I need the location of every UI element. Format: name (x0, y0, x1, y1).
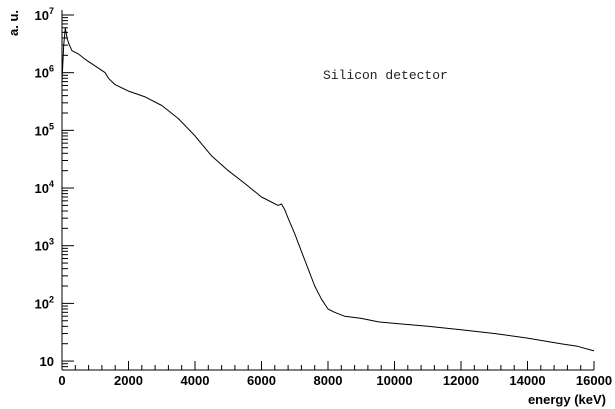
y-tick-label: 104 (35, 179, 54, 196)
y-tick-label: 103 (35, 237, 54, 254)
y-tick-label: 105 (35, 121, 54, 138)
y-tick-label: 10 (40, 354, 54, 369)
x-tick-label: 0 (58, 373, 65, 388)
y-tick-label: 102 (35, 294, 54, 311)
x-tick-label: 16000 (576, 373, 612, 388)
series-layer (61, 27, 595, 352)
x-tick-label: 2000 (114, 373, 143, 388)
x-tick-label: 10000 (376, 373, 412, 388)
x-tick-label: 6000 (247, 373, 276, 388)
x-tick-label: 4000 (181, 373, 210, 388)
x-ticks: 0 2000 4000 6000 8000 10000 12000 14000 16000 (58, 361, 612, 388)
y-axis-title: a. u. (6, 10, 21, 36)
x-axis-title: energy (keV) (528, 392, 606, 407)
series-line (61, 27, 595, 352)
annotation-label: Silicon detector (323, 68, 448, 83)
y-tick-label: 106 (35, 64, 54, 81)
axes (61, 10, 594, 371)
y-tick-label: 107 (35, 6, 54, 23)
x-tick-label: 8000 (314, 373, 343, 388)
y-ticks: 10 102 103 104 105 106 107 (35, 6, 74, 371)
x-tick-label: 12000 (443, 373, 479, 388)
x-tick-label: 14000 (509, 373, 545, 388)
